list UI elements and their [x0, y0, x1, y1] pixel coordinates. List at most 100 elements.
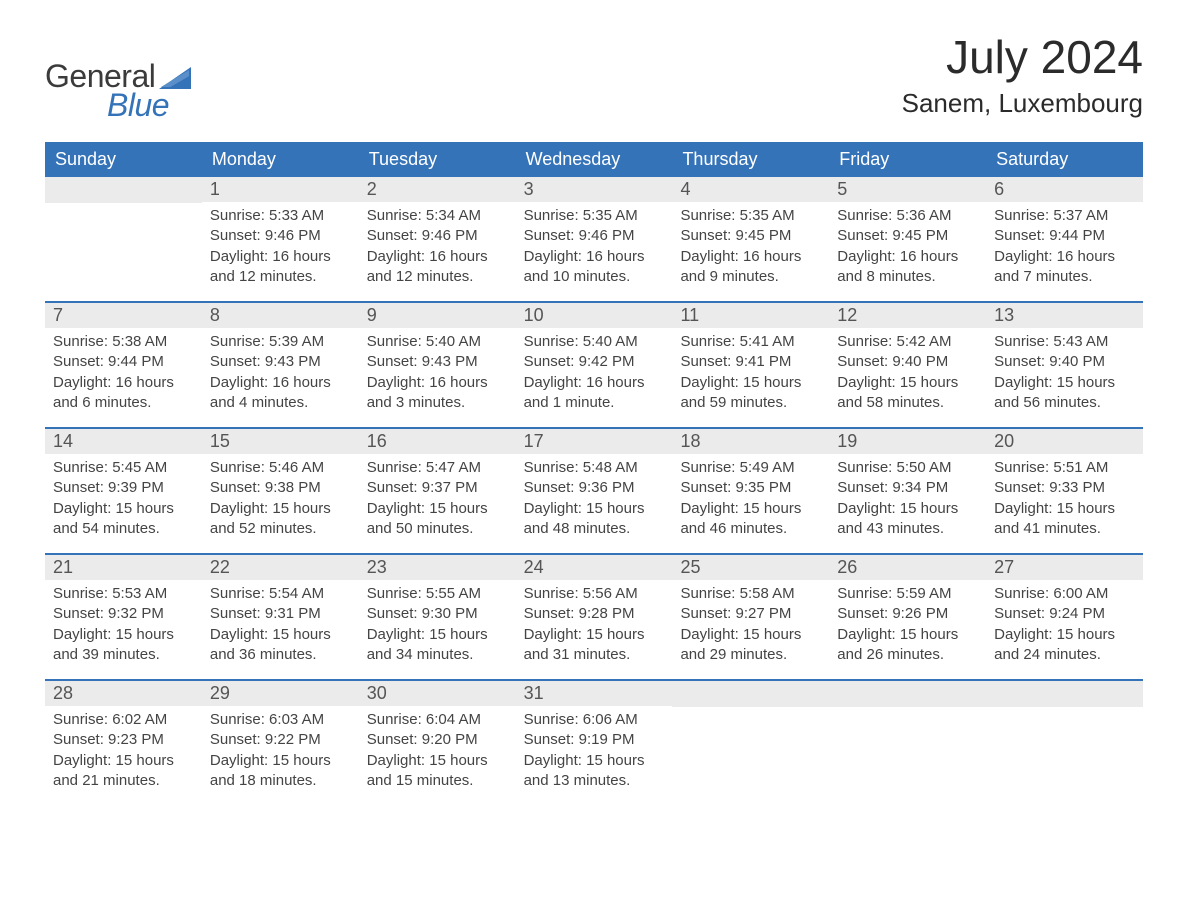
- week-row: 21Sunrise: 5:53 AMSunset: 9:32 PMDayligh…: [45, 553, 1143, 679]
- sunrise-text: Sunrise: 5:35 AM: [524, 206, 665, 226]
- week-row: 1Sunrise: 5:33 AMSunset: 9:46 PMDaylight…: [45, 177, 1143, 301]
- day-body: Sunrise: 5:54 AMSunset: 9:31 PMDaylight:…: [202, 580, 359, 673]
- sunset-text: Sunset: 9:40 PM: [994, 352, 1135, 372]
- day-body: Sunrise: 5:33 AMSunset: 9:46 PMDaylight:…: [202, 202, 359, 295]
- day-body: Sunrise: 5:51 AMSunset: 9:33 PMDaylight:…: [986, 454, 1143, 547]
- day-body: Sunrise: 6:06 AMSunset: 9:19 PMDaylight:…: [516, 706, 673, 799]
- daylight-text: Daylight: 15 hours and 15 minutes.: [367, 751, 508, 792]
- week-row: 7Sunrise: 5:38 AMSunset: 9:44 PMDaylight…: [45, 301, 1143, 427]
- daylight-text: Daylight: 15 hours and 34 minutes.: [367, 625, 508, 666]
- day-body: Sunrise: 5:53 AMSunset: 9:32 PMDaylight:…: [45, 580, 202, 673]
- daylight-text: Daylight: 15 hours and 39 minutes.: [53, 625, 194, 666]
- daylight-text: Daylight: 16 hours and 12 minutes.: [367, 247, 508, 288]
- daylight-text: Daylight: 15 hours and 58 minutes.: [837, 373, 978, 414]
- sunrise-text: Sunrise: 5:50 AM: [837, 458, 978, 478]
- day-number: 4: [672, 177, 829, 202]
- day-body: Sunrise: 5:37 AMSunset: 9:44 PMDaylight:…: [986, 202, 1143, 295]
- sunset-text: Sunset: 9:33 PM: [994, 478, 1135, 498]
- sunrise-text: Sunrise: 6:06 AM: [524, 710, 665, 730]
- day-cell: 27Sunrise: 6:00 AMSunset: 9:24 PMDayligh…: [986, 555, 1143, 679]
- day-number: 31: [516, 681, 673, 706]
- weekday-header: Monday: [202, 142, 359, 177]
- sunrise-text: Sunrise: 5:40 AM: [524, 332, 665, 352]
- day-cell: 31Sunrise: 6:06 AMSunset: 9:19 PMDayligh…: [516, 681, 673, 805]
- day-body: Sunrise: 5:34 AMSunset: 9:46 PMDaylight:…: [359, 202, 516, 295]
- sunset-text: Sunset: 9:46 PM: [367, 226, 508, 246]
- day-cell: 2Sunrise: 5:34 AMSunset: 9:46 PMDaylight…: [359, 177, 516, 301]
- week-row: 28Sunrise: 6:02 AMSunset: 9:23 PMDayligh…: [45, 679, 1143, 805]
- day-number: 12: [829, 303, 986, 328]
- day-body: Sunrise: 5:40 AMSunset: 9:43 PMDaylight:…: [359, 328, 516, 421]
- day-cell: 3Sunrise: 5:35 AMSunset: 9:46 PMDaylight…: [516, 177, 673, 301]
- day-cell: 30Sunrise: 6:04 AMSunset: 9:20 PMDayligh…: [359, 681, 516, 805]
- sunrise-text: Sunrise: 5:40 AM: [367, 332, 508, 352]
- day-cell: 24Sunrise: 5:56 AMSunset: 9:28 PMDayligh…: [516, 555, 673, 679]
- day-cell: 26Sunrise: 5:59 AMSunset: 9:26 PMDayligh…: [829, 555, 986, 679]
- day-body: Sunrise: 5:41 AMSunset: 9:41 PMDaylight:…: [672, 328, 829, 421]
- day-number: 10: [516, 303, 673, 328]
- day-number: 9: [359, 303, 516, 328]
- day-body: Sunrise: 5:40 AMSunset: 9:42 PMDaylight:…: [516, 328, 673, 421]
- daylight-text: Daylight: 15 hours and 50 minutes.: [367, 499, 508, 540]
- sunrise-text: Sunrise: 5:48 AM: [524, 458, 665, 478]
- day-cell: 8Sunrise: 5:39 AMSunset: 9:43 PMDaylight…: [202, 303, 359, 427]
- day-cell: [986, 681, 1143, 805]
- day-cell: 20Sunrise: 5:51 AMSunset: 9:33 PMDayligh…: [986, 429, 1143, 553]
- daylight-text: Daylight: 15 hours and 46 minutes.: [680, 499, 821, 540]
- sunrise-text: Sunrise: 5:33 AM: [210, 206, 351, 226]
- day-body: Sunrise: 5:45 AMSunset: 9:39 PMDaylight:…: [45, 454, 202, 547]
- sunrise-text: Sunrise: 5:38 AM: [53, 332, 194, 352]
- daylight-text: Daylight: 15 hours and 48 minutes.: [524, 499, 665, 540]
- day-number: 6: [986, 177, 1143, 202]
- title-block: July 2024 Sanem, Luxembourg: [902, 30, 1143, 119]
- daylight-text: Daylight: 16 hours and 7 minutes.: [994, 247, 1135, 288]
- daylight-text: Daylight: 16 hours and 4 minutes.: [210, 373, 351, 414]
- sunset-text: Sunset: 9:23 PM: [53, 730, 194, 750]
- weekday-header: Thursday: [672, 142, 829, 177]
- day-number: [672, 681, 829, 707]
- sunrise-text: Sunrise: 5:36 AM: [837, 206, 978, 226]
- day-body: Sunrise: 6:02 AMSunset: 9:23 PMDaylight:…: [45, 706, 202, 799]
- location-label: Sanem, Luxembourg: [902, 88, 1143, 119]
- sunrise-text: Sunrise: 6:02 AM: [53, 710, 194, 730]
- day-number: 14: [45, 429, 202, 454]
- sunrise-text: Sunrise: 5:39 AM: [210, 332, 351, 352]
- weekday-header: Saturday: [986, 142, 1143, 177]
- sunset-text: Sunset: 9:34 PM: [837, 478, 978, 498]
- sunset-text: Sunset: 9:42 PM: [524, 352, 665, 372]
- day-body: [672, 707, 829, 719]
- sunset-text: Sunset: 9:30 PM: [367, 604, 508, 624]
- day-number: 27: [986, 555, 1143, 580]
- sunset-text: Sunset: 9:43 PM: [210, 352, 351, 372]
- weeks-container: 1Sunrise: 5:33 AMSunset: 9:46 PMDaylight…: [45, 177, 1143, 805]
- sunset-text: Sunset: 9:44 PM: [994, 226, 1135, 246]
- day-body: Sunrise: 5:42 AMSunset: 9:40 PMDaylight:…: [829, 328, 986, 421]
- sunrise-text: Sunrise: 5:43 AM: [994, 332, 1135, 352]
- day-cell: 28Sunrise: 6:02 AMSunset: 9:23 PMDayligh…: [45, 681, 202, 805]
- day-cell: 9Sunrise: 5:40 AMSunset: 9:43 PMDaylight…: [359, 303, 516, 427]
- sunset-text: Sunset: 9:36 PM: [524, 478, 665, 498]
- day-number: 2: [359, 177, 516, 202]
- sunrise-text: Sunrise: 5:51 AM: [994, 458, 1135, 478]
- day-body: Sunrise: 5:58 AMSunset: 9:27 PMDaylight:…: [672, 580, 829, 673]
- daylight-text: Daylight: 15 hours and 59 minutes.: [680, 373, 821, 414]
- day-body: Sunrise: 5:35 AMSunset: 9:45 PMDaylight:…: [672, 202, 829, 295]
- day-cell: 21Sunrise: 5:53 AMSunset: 9:32 PMDayligh…: [45, 555, 202, 679]
- day-number: 1: [202, 177, 359, 202]
- sunrise-text: Sunrise: 5:47 AM: [367, 458, 508, 478]
- day-number: 25: [672, 555, 829, 580]
- sunset-text: Sunset: 9:37 PM: [367, 478, 508, 498]
- day-cell: 17Sunrise: 5:48 AMSunset: 9:36 PMDayligh…: [516, 429, 673, 553]
- day-body: Sunrise: 5:55 AMSunset: 9:30 PMDaylight:…: [359, 580, 516, 673]
- sunrise-text: Sunrise: 5:34 AM: [367, 206, 508, 226]
- day-cell: 23Sunrise: 5:55 AMSunset: 9:30 PMDayligh…: [359, 555, 516, 679]
- day-number: 24: [516, 555, 673, 580]
- sunset-text: Sunset: 9:46 PM: [210, 226, 351, 246]
- day-body: Sunrise: 5:43 AMSunset: 9:40 PMDaylight:…: [986, 328, 1143, 421]
- sunset-text: Sunset: 9:43 PM: [367, 352, 508, 372]
- sunset-text: Sunset: 9:44 PM: [53, 352, 194, 372]
- day-body: [986, 707, 1143, 719]
- weekday-header: Sunday: [45, 142, 202, 177]
- day-cell: 14Sunrise: 5:45 AMSunset: 9:39 PMDayligh…: [45, 429, 202, 553]
- sunset-text: Sunset: 9:20 PM: [367, 730, 508, 750]
